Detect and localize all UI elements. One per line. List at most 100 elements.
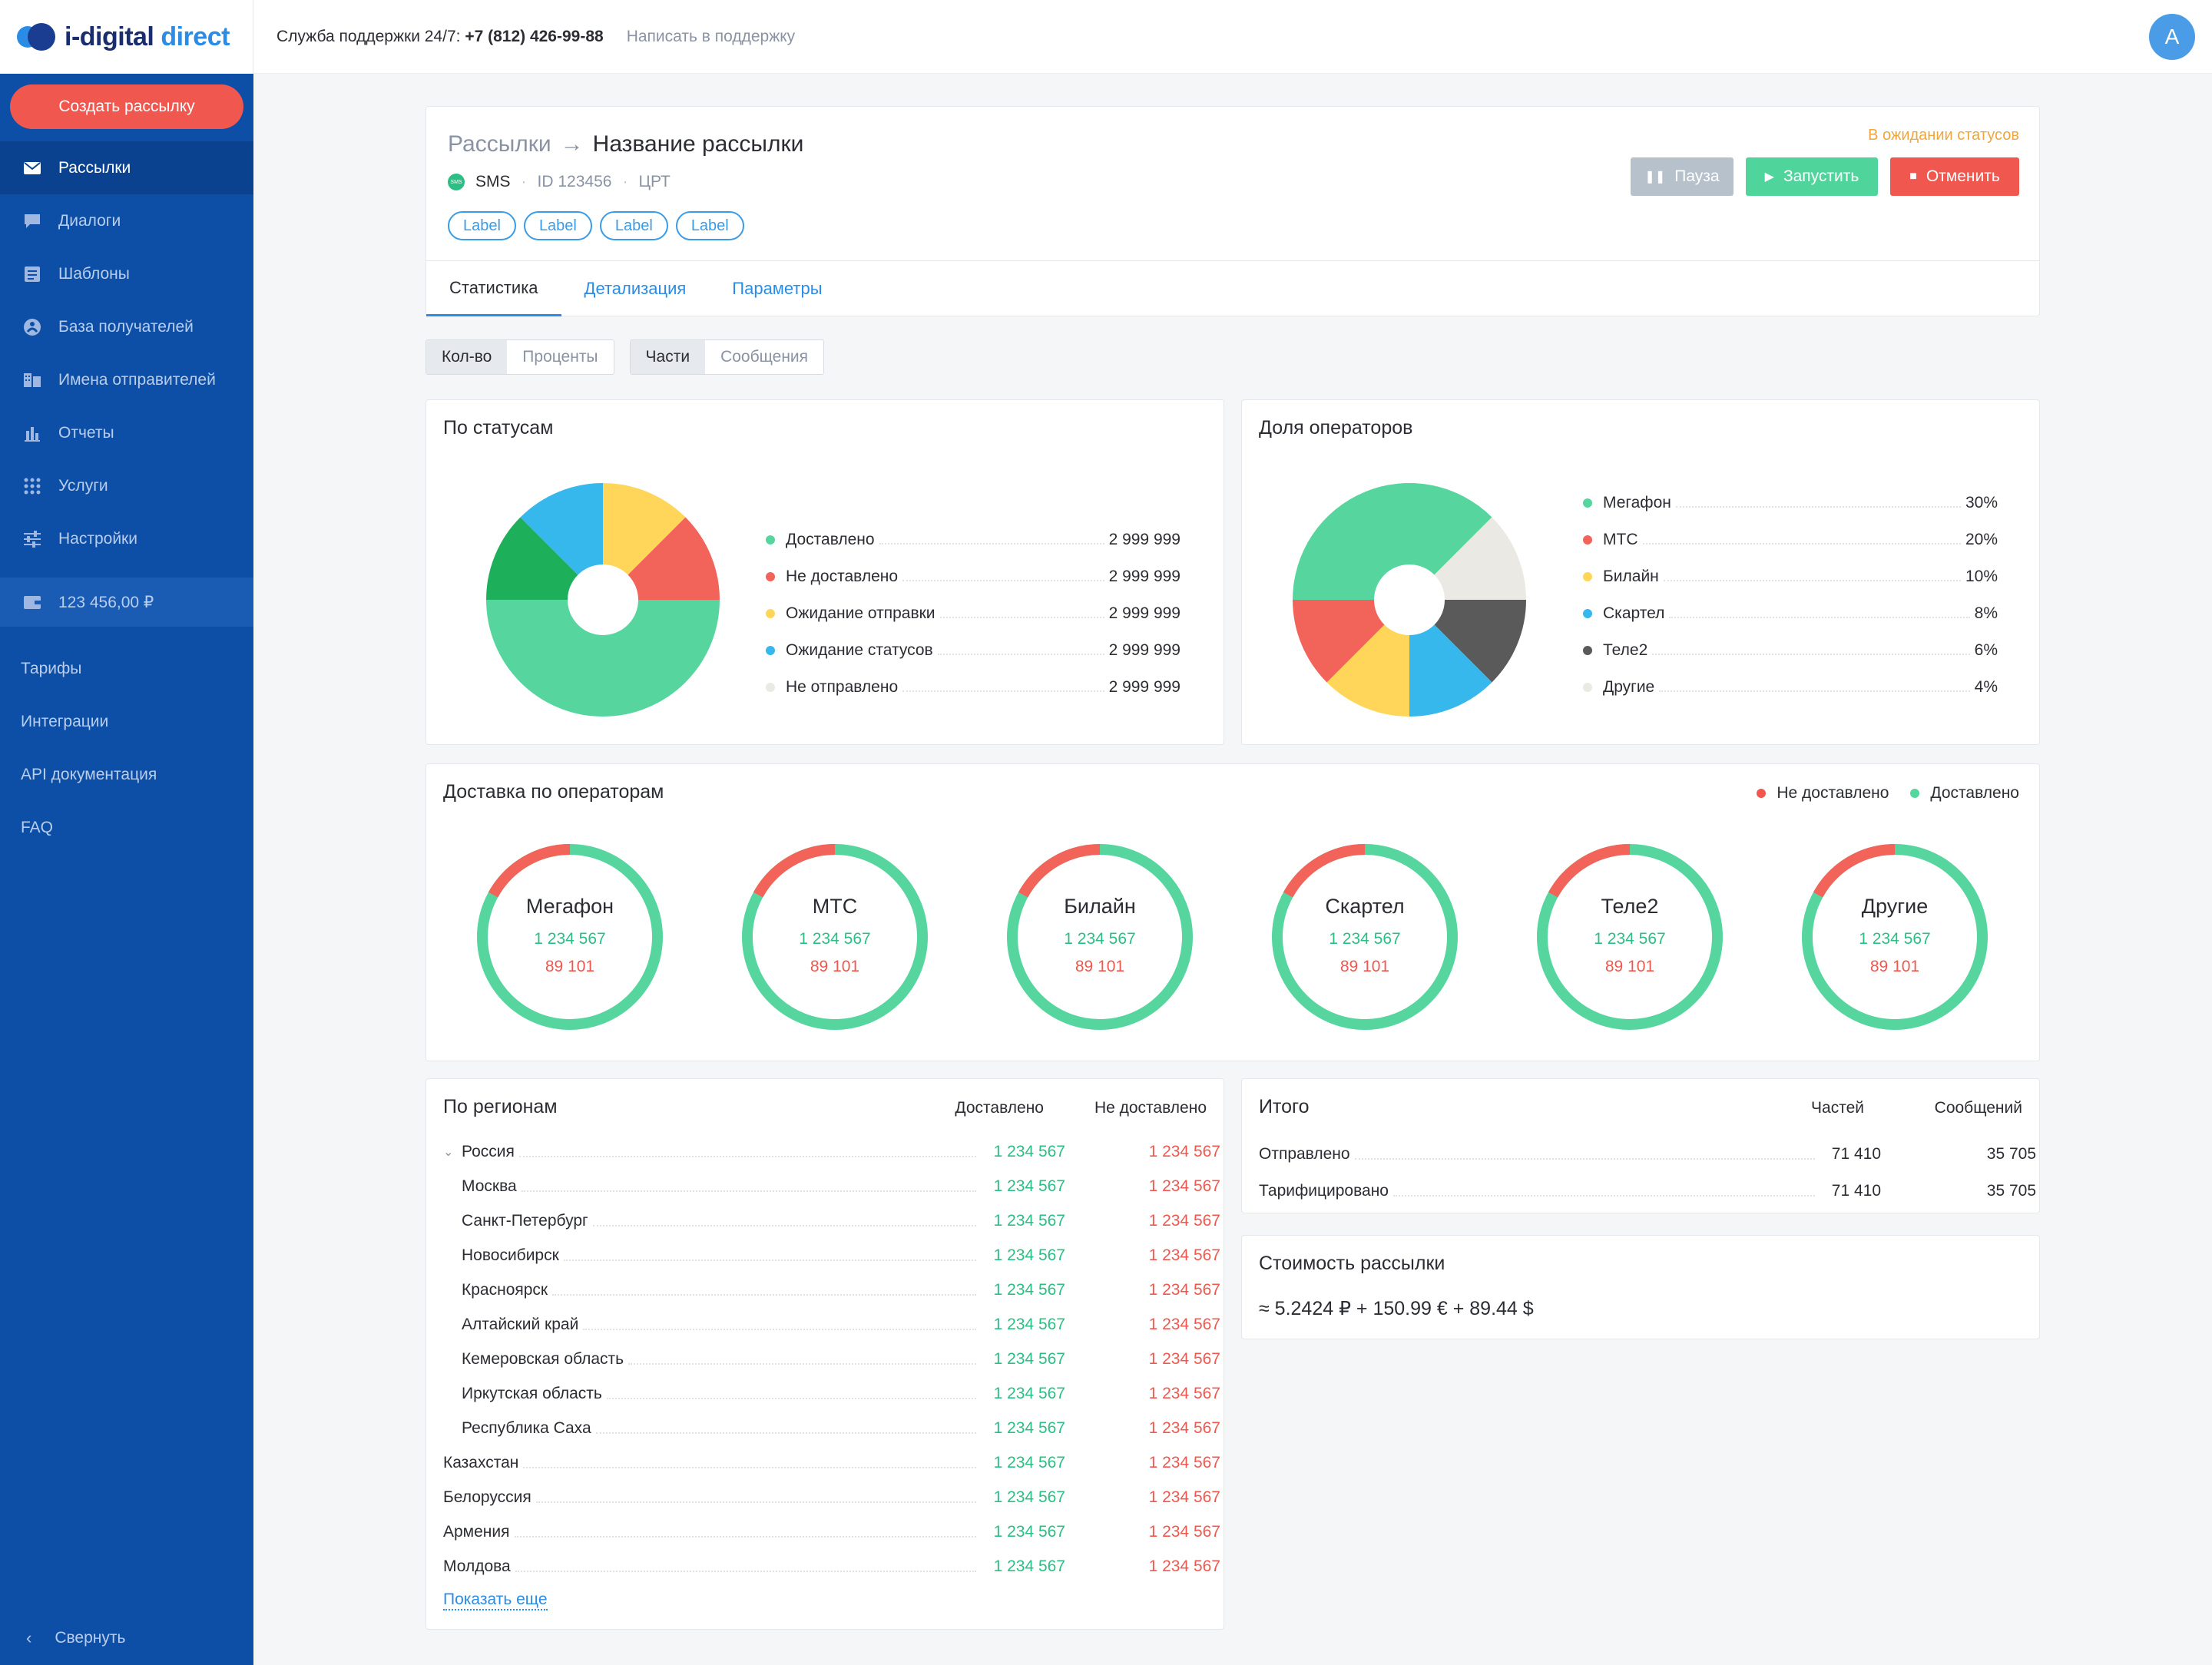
pie-slice-dark-green xyxy=(486,517,603,600)
logo[interactable]: i-digital direct xyxy=(0,0,253,74)
legend-label: Ожидание отправки xyxy=(786,604,935,622)
legend-row: Не доставлено 2 999 999 xyxy=(766,558,1181,595)
operator-ring: Билайн 1 234 567 89 101 xyxy=(1004,841,1196,1033)
region-delivered: 1 234 567 xyxy=(993,1142,1065,1160)
status-legend: Доставлено 2 999 999 Не доставлено 2 999 9… xyxy=(766,521,1181,706)
legend-label: Скартел xyxy=(1603,604,1665,622)
sidebar-links: Тарифы Интеграции API документация FAQ xyxy=(0,642,253,854)
chat-icon xyxy=(22,212,43,230)
region-failed: 1 234 567 xyxy=(1148,1384,1220,1402)
stop-icon: ■ xyxy=(1909,170,1917,183)
region-name: Россия xyxy=(462,1142,515,1160)
table-row: Иркутская область 1 234 567 1 234 567 xyxy=(443,1376,1220,1411)
operator-failed: 89 101 xyxy=(1339,958,1390,975)
breadcrumb-parent[interactable]: Рассылки xyxy=(448,131,551,157)
sidebar-item-dialogs[interactable]: Диалоги xyxy=(0,194,253,247)
recipients-icon xyxy=(22,318,43,336)
support-label: Служба поддержки 24/7: xyxy=(276,27,461,45)
legend-label: МТС xyxy=(1603,531,1638,548)
table-row[interactable]: ⌄ Россия 1 234 567 1 234 567 xyxy=(443,1134,1220,1169)
cancel-button[interactable]: ■ Отменить xyxy=(1890,157,2019,196)
avatar[interactable]: A xyxy=(2149,14,2195,60)
toggle-parts[interactable]: Части xyxy=(630,340,706,374)
delivery-card: Доставка по операторам Не доставлено Дос… xyxy=(426,763,2040,1061)
parts-messages-toggle: Части Сообщения xyxy=(629,339,825,375)
sidebar-link-tariffs[interactable]: Тарифы xyxy=(21,659,82,677)
sidebar-item-campaigns[interactable]: Рассылки xyxy=(0,141,253,194)
sidebar-item-templates[interactable]: Шаблоны xyxy=(0,247,253,300)
write-support-link[interactable]: Написать в поддержку xyxy=(626,27,796,45)
collapse-sidebar-button[interactable]: ‹ Свернуть xyxy=(0,1611,253,1665)
legend-value: 6% xyxy=(1974,641,1998,659)
sidebar-item-label: Диалоги xyxy=(58,211,121,230)
sidebar-item-settings[interactable]: Настройки xyxy=(0,512,253,565)
tab-details[interactable]: Детализация xyxy=(584,279,687,298)
label-chip[interactable]: Label xyxy=(675,211,744,240)
totals-label: Отправлено xyxy=(1259,1145,1350,1163)
toggle-percent[interactable]: Проценты xyxy=(522,348,598,366)
sidebar-nav: Рассылки Диалоги Шаблоны База получателе… xyxy=(0,141,253,565)
region-delivered: 1 234 567 xyxy=(993,1177,1065,1195)
labels: Label Label Label Label xyxy=(448,211,744,240)
chevron-down-icon[interactable]: ⌄ xyxy=(443,1145,454,1159)
sidebar-link-faq[interactable]: FAQ xyxy=(21,818,54,836)
region-name: Армения xyxy=(443,1522,510,1541)
totals-row: Тарифицировано 71 410 35 705 xyxy=(1259,1173,2036,1210)
label-chip[interactable]: Label xyxy=(448,211,516,240)
operator-delivered: 1 234 567 xyxy=(799,930,871,948)
show-more-link[interactable]: Показать еще xyxy=(443,1591,548,1610)
operator-name: Другие xyxy=(1861,895,1929,918)
sidebar-link-integrations[interactable]: Интеграции xyxy=(21,712,109,730)
legend-value: 2 999 999 xyxy=(1108,678,1181,696)
totals-parts: 71 410 xyxy=(1831,1182,1881,1200)
ring-chart xyxy=(1272,844,1458,1030)
col-failed: Не доставлено xyxy=(1094,1099,1207,1117)
label-chip[interactable]: Label xyxy=(523,211,592,240)
sidebar-link-api-docs[interactable]: API документация xyxy=(21,765,157,783)
tab-parameters[interactable]: Параметры xyxy=(732,279,823,298)
toggle-messages[interactable]: Сообщения xyxy=(720,348,809,366)
region-failed: 1 234 567 xyxy=(1148,1211,1220,1230)
balance[interactable]: 123 456,00 ₽ xyxy=(0,578,253,627)
operator-name: МТС xyxy=(812,895,858,918)
region-delivered: 1 234 567 xyxy=(993,1280,1065,1299)
region-name: Москва xyxy=(462,1177,517,1195)
ring-chart xyxy=(477,844,663,1030)
wallet-icon xyxy=(22,593,43,611)
operator-name: Билайн xyxy=(1064,895,1136,918)
status-pie-chart xyxy=(486,483,720,717)
totals-messages: 35 705 xyxy=(1986,1182,2036,1200)
sidebar-item-services[interactable]: Услуги xyxy=(0,459,253,512)
legend-row: Скартел 8% xyxy=(1583,595,1998,632)
cost-card: Стоимость рассылки ≈ 5.2424 ₽ + 150.99 €… xyxy=(1241,1235,2040,1339)
operators-pie-chart xyxy=(1293,483,1526,717)
label-chip[interactable]: Label xyxy=(599,211,668,240)
region-name: Молдова xyxy=(443,1557,511,1575)
create-campaign-button[interactable]: Создать рассылку xyxy=(10,84,243,129)
campaign-type: ЦРТ xyxy=(638,173,671,190)
ring-failed-arc xyxy=(1537,844,1723,1030)
status-chart-card: По статусам Доставлено 2 999 999 Не доста… xyxy=(426,399,1224,745)
pause-icon: ❚❚ xyxy=(1644,170,1666,184)
sidebar-item-reports[interactable]: Отчеты xyxy=(0,406,253,459)
sidebar-item-label: Отчеты xyxy=(58,423,114,442)
operator-failed: 89 101 xyxy=(810,958,860,975)
region-delivered: 1 234 567 xyxy=(993,1418,1065,1437)
region-failed: 1 234 567 xyxy=(1148,1177,1220,1195)
sidebar-item-senders[interactable]: Имена отправителей xyxy=(0,353,253,406)
legend-dot xyxy=(766,572,775,581)
sidebar-item-label: Имена отправителей xyxy=(58,370,216,389)
tab-statistics[interactable]: Статистика xyxy=(426,261,561,316)
support-phone[interactable]: +7 (812) 426-99-88 xyxy=(465,27,604,45)
sidebar-item-recipients[interactable]: База получателей xyxy=(0,300,253,353)
pause-button[interactable]: ❚❚ Пауза xyxy=(1631,157,1734,196)
pie-slice-not-delivered xyxy=(603,517,720,600)
region-delivered: 1 234 567 xyxy=(993,1453,1065,1471)
grid-icon xyxy=(22,477,43,495)
start-button[interactable]: ▶ Запустить xyxy=(1746,157,1878,196)
pause-label: Пауза xyxy=(1674,167,1720,185)
toggle-count[interactable]: Кол-во xyxy=(426,340,508,374)
ring-failed-arc xyxy=(1272,844,1458,1030)
region-name: Кемеровская область xyxy=(462,1349,624,1368)
card-title: По регионам xyxy=(443,1096,558,1117)
